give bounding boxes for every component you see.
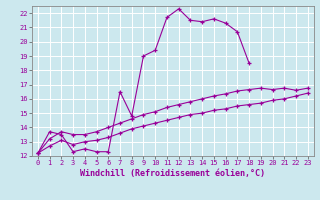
X-axis label: Windchill (Refroidissement éolien,°C): Windchill (Refroidissement éolien,°C) — [80, 169, 265, 178]
